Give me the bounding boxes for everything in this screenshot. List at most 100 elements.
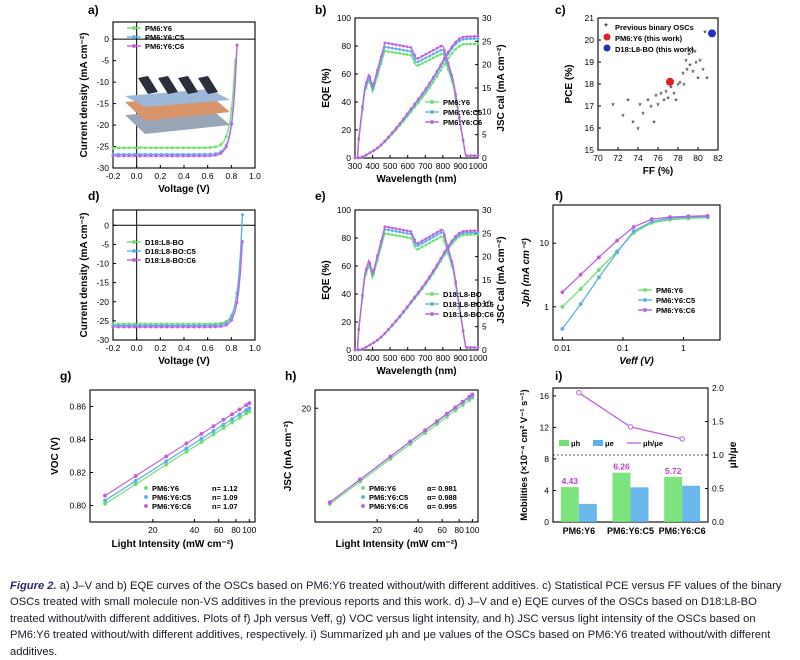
- eqe-point: [394, 43, 398, 47]
- jsc-light-point: [423, 428, 428, 433]
- previous-osc-star: *: [681, 70, 685, 80]
- jsc-point: [443, 62, 446, 66]
- electron-mobility-bar: [578, 503, 597, 522]
- previous-osc-star: *: [659, 90, 663, 100]
- eqe-point: [450, 73, 454, 77]
- jsc-point: [405, 112, 409, 116]
- voc-fit-line-0: [104, 410, 250, 505]
- jph-point: [596, 255, 601, 260]
- eqe-point: [465, 346, 469, 349]
- voc-point: [211, 432, 216, 437]
- jv-point: [111, 325, 115, 329]
- x-tick-label: 0.8: [225, 343, 237, 353]
- jsc-point: [353, 156, 357, 160]
- eqe-point: [439, 48, 443, 52]
- legend-marker: [643, 308, 648, 313]
- device-illustration: [125, 76, 230, 134]
- x-tick-label: 0.6: [202, 171, 214, 181]
- eqe-plot-frame-e: [354, 209, 479, 351]
- jsc-point: [461, 43, 465, 46]
- y-tick-label: -5: [101, 56, 109, 66]
- previous-osc-star: *: [611, 101, 615, 111]
- previous-osc-star: *: [649, 103, 653, 113]
- x-tick-label: 80: [454, 525, 464, 535]
- panel-label-d: d): [88, 189, 99, 203]
- eqe-point: [405, 229, 409, 233]
- eqe-point: [383, 41, 387, 45]
- previous-osc-star: *: [687, 50, 691, 60]
- eqe-point: [364, 267, 368, 271]
- jv-point: [213, 145, 217, 149]
- jv-point: [219, 151, 223, 155]
- jph-point: [615, 238, 620, 243]
- jv-point: [133, 154, 137, 158]
- jv-point: [186, 154, 190, 158]
- jph-point: [560, 304, 565, 309]
- y-tick-label: 8: [544, 454, 549, 464]
- legend-marker: [131, 248, 136, 253]
- x-tick-label: 70: [593, 153, 603, 163]
- eqe-point: [428, 241, 431, 245]
- jv-point: [149, 154, 153, 158]
- y2-tick-label: 5: [482, 322, 487, 332]
- jsc-light-point: [470, 392, 475, 397]
- eqe-point: [420, 245, 424, 249]
- eqe-point: [420, 58, 424, 62]
- previous-osc-star: *: [631, 119, 635, 129]
- previous-osc-star: *: [646, 97, 650, 107]
- eqe-point: [461, 138, 465, 142]
- jsc-light-point: [358, 477, 363, 482]
- legend-marker: [143, 495, 148, 500]
- eqe-point: [457, 115, 461, 119]
- jsc-point: [431, 75, 435, 79]
- y-tick-label: 4: [544, 485, 549, 495]
- ideality-factor-label: n= 1.07: [212, 502, 238, 511]
- voc-point: [244, 403, 249, 408]
- jv-point: [122, 325, 126, 329]
- y-tick-label: 19: [585, 57, 595, 67]
- y-tick-label: -20: [97, 120, 110, 130]
- eqe-point: [420, 54, 424, 58]
- jsc-plot-frame: [314, 389, 479, 523]
- electron-mobility-bar: [682, 485, 701, 522]
- x-tick-label: 20: [372, 525, 382, 535]
- panel-label-c: c): [555, 3, 566, 17]
- eqe-point: [416, 56, 420, 60]
- x-tick-label: 40: [413, 525, 423, 535]
- y-axis-label: JSC (mA cm⁻²): [283, 421, 294, 491]
- eqe-legend-entry: PM6:Y6: [443, 98, 470, 107]
- jsc-point: [461, 35, 465, 39]
- eqe-point: [416, 60, 420, 64]
- jsc-light-point: [434, 419, 439, 424]
- legend-marker: [131, 35, 136, 40]
- jsc-point: [353, 348, 357, 352]
- figure-panels: a) -0.2 0.0 0.2 0.4 0.6 0.8 1.0 0 -5 -10 -15 -20 -25 -…: [50, 3, 739, 550]
- eqe-point: [398, 227, 402, 231]
- jsc-point: [428, 275, 431, 278]
- eqe-point: [398, 52, 402, 55]
- jv-point: [111, 146, 115, 150]
- y-tick-label: -10: [97, 259, 110, 269]
- ratio-line: [578, 392, 683, 440]
- jsc-point: [390, 323, 394, 327]
- y-tick-label: 10: [540, 238, 550, 248]
- voc-point: [230, 412, 235, 417]
- panel-label-b: b): [315, 3, 326, 17]
- jsc-point: [446, 50, 450, 54]
- figure-caption: Figure 2. a) J–V and b) EQE curves of th…: [10, 578, 790, 660]
- jph-point: [705, 213, 710, 218]
- y-tick-label: 1: [544, 302, 549, 312]
- jv-point: [192, 154, 196, 158]
- x-tick-label: 0.1: [617, 343, 629, 353]
- jv-point: [230, 318, 234, 322]
- eqe-point: [428, 50, 431, 54]
- y-axis-label: PCE (%): [564, 65, 575, 104]
- x-axis-label: Veff (V): [619, 356, 654, 367]
- voc-legend-entry: PM6:Y6:C5: [152, 493, 191, 502]
- jsc-point: [383, 331, 387, 335]
- jsc-integrated-curve-2: [355, 35, 479, 159]
- jph-point: [578, 302, 583, 307]
- jsc-point: [394, 126, 398, 130]
- previous-osc-star: *: [696, 75, 700, 85]
- x-tick-label: 100: [242, 525, 256, 535]
